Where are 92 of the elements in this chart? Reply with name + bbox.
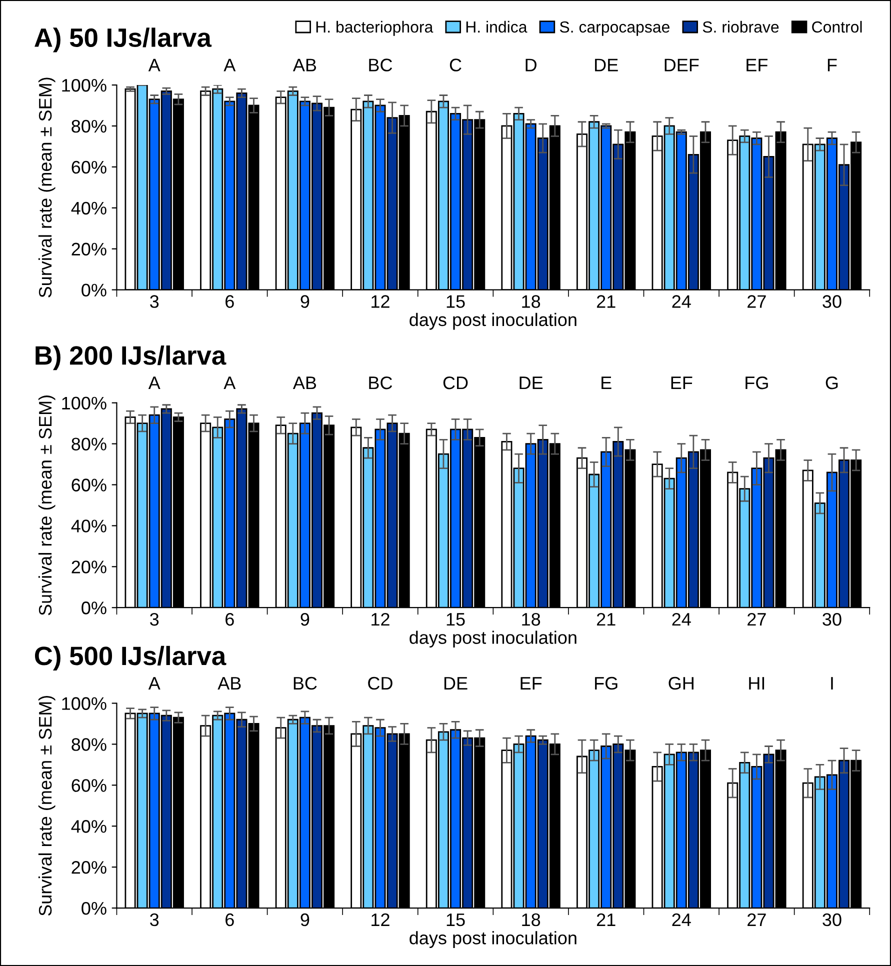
chart-title: C) 500 IJs/larva <box>34 646 226 670</box>
y-axis-title: Survival rate (mean ± SEM) <box>38 78 56 298</box>
y-axis-title: Survival rate (mean ± SEM) <box>38 696 56 916</box>
x-tick-label: 15 <box>446 914 465 926</box>
y-tick-label: 40% <box>71 820 106 833</box>
text: CD <box>443 376 468 390</box>
y-tick-label: 0% <box>82 902 106 915</box>
x-tick-label: 27 <box>748 295 766 308</box>
x-tick-label: 12 <box>372 295 390 308</box>
x-tick-label: 6 <box>226 295 234 308</box>
text: A <box>148 376 160 390</box>
y-tick-label: 80% <box>72 438 106 450</box>
legend-label: S. carpocapsae <box>560 21 670 36</box>
x-tick-label: 15 <box>446 295 465 308</box>
text: DE <box>520 376 543 390</box>
x-tick-label: 27 <box>748 612 766 626</box>
x-tick-label: 15 <box>446 613 465 626</box>
y-tick-label: 100% <box>62 396 106 410</box>
y-tick-label: 60% <box>72 779 106 792</box>
legend-label: H. indica <box>466 20 528 33</box>
x-tick-label: 24 <box>672 913 691 926</box>
text: A <box>224 376 236 390</box>
y-tick-label: 80% <box>72 120 106 133</box>
text: HI <box>749 677 764 690</box>
text: I <box>831 677 833 690</box>
x-tick-label: 6 <box>226 913 234 926</box>
x-tick-label: 18 <box>522 612 540 626</box>
text: FG <box>746 376 768 390</box>
x-tick-label: 3 <box>150 913 159 926</box>
text: DEF <box>664 58 699 72</box>
text: EF <box>520 677 542 690</box>
text: F <box>828 58 837 72</box>
text: A <box>224 58 236 72</box>
text: A <box>148 677 160 690</box>
y-tick-label: 20% <box>72 242 106 256</box>
x-tick-label: 18 <box>522 295 540 308</box>
x-tick-label: 12 <box>372 612 390 626</box>
text: BC <box>369 58 392 72</box>
y-tick-label: 20% <box>72 861 106 874</box>
text: BC <box>369 376 392 390</box>
x-axis-title: days post inoculation <box>410 931 576 948</box>
legend-label: H. bacteriophora <box>316 20 434 36</box>
y-tick-label: 40% <box>71 202 106 215</box>
text: FG <box>595 676 618 690</box>
y-tick-label: 0% <box>82 284 106 297</box>
text: D <box>526 58 536 72</box>
x-tick-label: 30 <box>822 295 842 308</box>
x-tick-label: 3 <box>150 295 159 308</box>
x-tick-label: 18 <box>522 913 540 926</box>
y-tick-label: 60% <box>72 478 106 492</box>
y-tick-label: 60% <box>72 160 106 174</box>
text: EF <box>671 376 692 390</box>
text: AB <box>292 58 316 72</box>
chart-title: A) 50 IJs/larva <box>34 28 212 52</box>
y-axis-title: Survival rate (mean ± SEM) <box>38 396 56 616</box>
text: EF <box>746 58 768 72</box>
x-tick-label: 24 <box>672 295 691 308</box>
x-tick-label: 12 <box>372 913 390 926</box>
x-tick-label: 9 <box>300 295 310 308</box>
y-tick-label: 40% <box>71 520 106 532</box>
x-tick-label: 30 <box>822 612 842 626</box>
text: AB <box>218 677 241 690</box>
x-tick-label: 21 <box>596 295 616 308</box>
text: CD <box>368 676 392 690</box>
legend-label: S. riobrave <box>702 20 779 33</box>
y-tick-label: 100% <box>62 697 106 710</box>
x-tick-label: 9 <box>300 913 310 926</box>
x-tick-label: 9 <box>300 612 310 626</box>
y-tick-label: 20% <box>72 560 106 574</box>
text: AB <box>292 376 316 390</box>
x-tick-label: 30 <box>822 913 842 926</box>
x-axis-title: days post inoculation <box>410 630 576 648</box>
text: DE <box>444 677 468 690</box>
x-tick-label: 3 <box>150 612 159 626</box>
x-tick-label: 24 <box>672 612 691 626</box>
x-axis-title: days post inoculation <box>410 312 576 330</box>
y-tick-label: 100% <box>62 78 106 92</box>
y-tick-label: 80% <box>72 738 106 751</box>
x-tick-label: 21 <box>596 612 616 626</box>
text: G <box>826 376 838 390</box>
legend-label: Control <box>812 20 862 33</box>
chart-title: B) 200 IJs/larva <box>36 345 226 370</box>
text: BC <box>294 676 317 690</box>
text: DE <box>595 58 618 72</box>
text: GH <box>668 676 694 690</box>
text: E <box>602 376 612 390</box>
text: A <box>148 58 160 72</box>
x-tick-label: 27 <box>748 913 766 926</box>
x-tick-label: 21 <box>596 913 616 926</box>
y-tick-label: 0% <box>82 602 106 614</box>
text: C <box>450 58 462 72</box>
x-tick-label: 6 <box>226 612 234 626</box>
